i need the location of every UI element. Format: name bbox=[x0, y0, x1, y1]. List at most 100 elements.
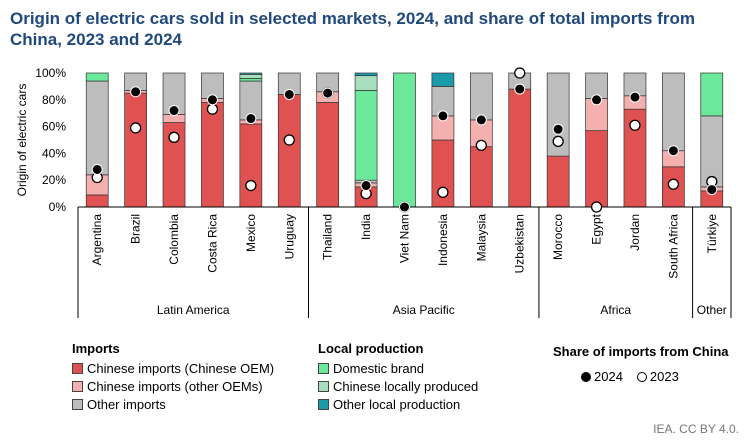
marker-2023 bbox=[206, 103, 219, 115]
legend-swatch-other-oems bbox=[72, 380, 83, 392]
y-tick-label: 60% bbox=[42, 120, 66, 134]
bar-segment bbox=[354, 90, 378, 181]
marker-2023 bbox=[283, 134, 295, 146]
marker-2024 bbox=[206, 94, 218, 106]
y-tick-label: 40% bbox=[42, 146, 66, 160]
x-tick-label: Jordan bbox=[628, 214, 642, 251]
bar-segment bbox=[546, 155, 570, 208]
marker-2023 bbox=[667, 178, 680, 190]
credit: IEA. CC BY 4.0. bbox=[653, 422, 739, 436]
chart-title: Origin of electric cars sold in selected… bbox=[10, 9, 695, 49]
marker-2024 bbox=[130, 86, 142, 98]
x-tick-label: Costa Rica bbox=[205, 214, 219, 273]
group-label: Latin America bbox=[157, 303, 230, 317]
legend-item: Other local production bbox=[318, 395, 478, 413]
marker-2024 bbox=[475, 114, 487, 126]
bar-segment bbox=[354, 75, 378, 91]
bar-segment bbox=[201, 102, 224, 208]
bar-segment bbox=[85, 194, 109, 208]
marker-2023 bbox=[590, 201, 603, 213]
marker-2023 bbox=[629, 119, 641, 131]
bar-segment bbox=[469, 72, 493, 121]
bar-segment bbox=[393, 72, 416, 208]
hollow-dot-icon bbox=[636, 371, 647, 382]
marker-2023 bbox=[552, 135, 564, 147]
marker-2024 bbox=[706, 184, 718, 196]
bar-segment bbox=[85, 72, 109, 82]
y-tick-label: 0% bbox=[49, 200, 67, 214]
x-tick-label: South Africa bbox=[666, 214, 680, 279]
legend-imports: Imports Chinese imports (Chinese OEM) Ch… bbox=[72, 341, 274, 413]
legend-label: Other local production bbox=[333, 396, 461, 412]
legend-label: Chinese imports (other OEMs) bbox=[87, 378, 263, 394]
marker-2024 bbox=[552, 123, 564, 135]
x-tick-label: Thailand bbox=[321, 214, 335, 260]
legend-label: 2024 bbox=[594, 369, 623, 384]
legend-label: Chinese imports (Chinese OEM) bbox=[87, 360, 275, 376]
bar-segment bbox=[431, 72, 455, 87]
y-axis-title: Origin of electric cars bbox=[15, 84, 29, 197]
marker-2024 bbox=[283, 88, 295, 100]
legend-swatch-chinese-oem bbox=[72, 362, 83, 374]
legend-local: Local production Domestic brand Chinese … bbox=[318, 341, 478, 413]
x-tick-label: Viet Nam bbox=[398, 214, 412, 263]
bar-segment bbox=[316, 102, 340, 208]
marker-2023 bbox=[514, 67, 526, 79]
group-label: Other bbox=[697, 303, 727, 317]
y-tick-label: 20% bbox=[42, 173, 66, 187]
x-tick-label: Brazil bbox=[129, 214, 143, 244]
x-tick-label: Mexico bbox=[244, 214, 258, 252]
marker-2023 bbox=[437, 186, 449, 198]
bar-segment bbox=[585, 130, 608, 208]
marker-2024 bbox=[360, 180, 372, 192]
x-tick-label: Argentina bbox=[90, 214, 104, 266]
marker-2024 bbox=[437, 110, 449, 122]
marker-2024 bbox=[322, 87, 334, 99]
filled-dot-icon bbox=[581, 371, 591, 382]
marker-2023 bbox=[168, 131, 180, 143]
x-tick-label: Malaysia bbox=[474, 214, 488, 262]
legend-item: Chinese locally produced bbox=[318, 377, 478, 395]
group-label: Asia Pacific bbox=[393, 303, 455, 317]
bar-segment bbox=[85, 80, 109, 176]
x-tick-label: Egypt bbox=[590, 213, 604, 244]
legend-swatch-chinese-local bbox=[318, 380, 329, 392]
legend-share-heading: Share of imports from China bbox=[553, 344, 729, 359]
marker-2024 bbox=[591, 94, 603, 106]
legend-share-items: 2024 2023 bbox=[581, 369, 729, 384]
legend-item: Chinese imports (Chinese OEM) bbox=[72, 359, 274, 377]
legend-label: Domestic brand bbox=[333, 360, 425, 376]
legend-swatch-domestic bbox=[318, 362, 329, 374]
legend-imports-heading: Imports bbox=[72, 341, 120, 356]
x-tick-label: India bbox=[359, 214, 373, 240]
legend-label: Other imports bbox=[87, 396, 166, 412]
legend-label: Chinese locally produced bbox=[333, 378, 479, 394]
x-tick-label: Morocco bbox=[551, 214, 565, 260]
marker-2024 bbox=[399, 201, 410, 213]
group-label: Africa bbox=[600, 303, 631, 317]
y-tick-label: 80% bbox=[42, 93, 66, 107]
legend-local-heading: Local production bbox=[318, 341, 424, 356]
marker-2024 bbox=[91, 163, 103, 175]
bar-segment bbox=[239, 72, 263, 75]
marker-2024 bbox=[245, 113, 257, 125]
legend-swatch-other-imports bbox=[72, 398, 83, 410]
bar-segment bbox=[508, 88, 532, 208]
legend-share: Share of imports from China 2024 2023 bbox=[553, 344, 729, 384]
legend-label: 2023 bbox=[649, 369, 679, 384]
x-tick-label: Colombia bbox=[167, 214, 181, 265]
marker-2023 bbox=[129, 122, 142, 134]
x-tick-label: Uruguay bbox=[282, 214, 296, 259]
legend-item-2024: 2024 bbox=[581, 369, 623, 384]
marker-2024 bbox=[514, 83, 526, 95]
marker-2024 bbox=[667, 145, 679, 157]
bar-segment bbox=[469, 146, 493, 208]
marker-2024 bbox=[168, 105, 180, 117]
bar-segment bbox=[239, 73, 263, 79]
x-tick-label: Indonesia bbox=[436, 214, 450, 266]
bar-segment bbox=[239, 123, 263, 208]
legend-item-2023: 2023 bbox=[636, 369, 679, 384]
bar-segment bbox=[124, 92, 147, 208]
bar-segment bbox=[239, 78, 263, 82]
